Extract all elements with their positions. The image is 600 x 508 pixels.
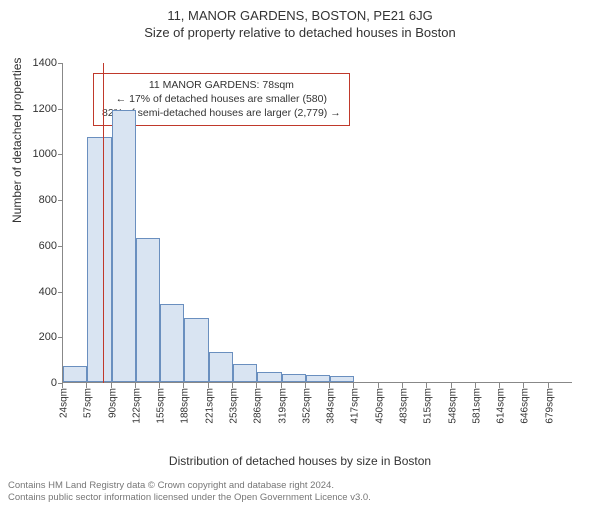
histogram-bar	[257, 372, 281, 382]
ytick-mark	[58, 246, 63, 247]
histogram-bar	[306, 375, 330, 382]
xtick-label: 417sqm	[350, 388, 361, 424]
ytick-mark	[58, 109, 63, 110]
x-axis-label: Distribution of detached houses by size …	[0, 454, 600, 468]
xtick-label: 352sqm	[301, 388, 312, 424]
chart-title: 11, MANOR GARDENS, BOSTON, PE21 6JG	[0, 8, 600, 23]
ytick-mark	[58, 292, 63, 293]
ytick-mark	[58, 63, 63, 64]
ytick-label: 400	[23, 286, 57, 298]
plot-wrap: 11 MANOR GARDENS: 78sqm ← 17% of detache…	[62, 63, 572, 433]
xtick-label: 548sqm	[447, 388, 458, 424]
xtick-label: 646sqm	[520, 388, 531, 424]
xtick-label: 679sqm	[544, 388, 555, 424]
footer-line2: Contains public sector information licen…	[8, 492, 371, 504]
xtick-label: 450sqm	[374, 388, 385, 424]
histogram-bar	[63, 366, 87, 382]
histogram-bar	[112, 110, 136, 382]
histogram-bar	[136, 238, 160, 382]
xtick-label: 515sqm	[423, 388, 434, 424]
xtick-label: 581sqm	[471, 388, 482, 424]
ytick-label: 0	[23, 377, 57, 389]
callout-line3: 82% of semi-detached houses are larger (…	[102, 106, 341, 120]
xtick-label: 614sqm	[496, 388, 507, 424]
ytick-label: 800	[23, 194, 57, 206]
property-marker-line	[103, 63, 104, 383]
ytick-mark	[58, 337, 63, 338]
callout-line1: 11 MANOR GARDENS: 78sqm	[102, 78, 341, 92]
xtick-label: 57sqm	[83, 388, 94, 418]
histogram-bar	[282, 374, 306, 382]
xtick-label: 155sqm	[156, 388, 167, 424]
xtick-label: 384sqm	[326, 388, 337, 424]
chart-subtitle: Size of property relative to detached ho…	[0, 25, 600, 40]
xtick-label: 483sqm	[399, 388, 410, 424]
footer-line1: Contains HM Land Registry data © Crown c…	[8, 480, 371, 492]
ytick-label: 1000	[23, 148, 57, 160]
ytick-label: 600	[23, 240, 57, 252]
histogram-bar	[184, 318, 208, 382]
xtick-label: 319sqm	[277, 388, 288, 424]
xtick-label: 221sqm	[204, 388, 215, 424]
ytick-mark	[58, 154, 63, 155]
histogram-bar	[233, 364, 257, 382]
ytick-mark	[58, 200, 63, 201]
xtick-label: 286sqm	[253, 388, 264, 424]
footer: Contains HM Land Registry data © Crown c…	[8, 480, 371, 504]
ytick-label: 1200	[23, 103, 57, 115]
histogram-bar	[160, 304, 184, 382]
ytick-label: 200	[23, 331, 57, 343]
xtick-label: 24sqm	[59, 388, 70, 418]
histogram-bar	[87, 137, 111, 382]
ytick-label: 1400	[23, 57, 57, 69]
xtick-label: 188sqm	[180, 388, 191, 424]
histogram-bar	[209, 352, 233, 382]
histogram-bar	[330, 376, 354, 382]
xtick-label: 90sqm	[107, 388, 118, 418]
y-axis-label: Number of detached properties	[10, 58, 24, 223]
xtick-label: 253sqm	[229, 388, 240, 424]
callout-line2: ← 17% of detached houses are smaller (58…	[102, 92, 341, 106]
xtick-label: 122sqm	[131, 388, 142, 424]
plot-area: 11 MANOR GARDENS: 78sqm ← 17% of detache…	[62, 63, 572, 383]
